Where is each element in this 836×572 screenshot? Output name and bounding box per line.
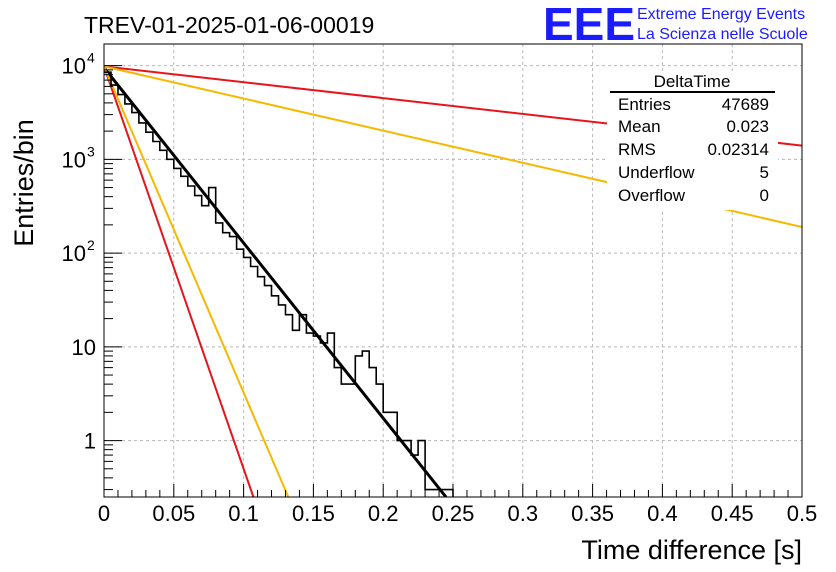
y-tick-exponent: 4 (87, 50, 95, 66)
y-tick-label: 10 (62, 54, 86, 79)
x-tick-label: 0.45 (711, 501, 754, 526)
fit-line-0 (104, 66, 448, 497)
y-axis-label: Entries/bin (9, 119, 39, 247)
stats-value-mean: 0.023 (726, 117, 769, 136)
grid (104, 44, 802, 497)
fit-line-1 (104, 66, 255, 497)
fit-line-2 (104, 66, 290, 497)
logo-mark: EEE (543, 0, 635, 50)
x-tick-label: 0.5 (787, 501, 818, 526)
logo: EEE Extreme Energy Events La Scienza nel… (543, 0, 808, 50)
x-tick-label: 0.25 (432, 501, 475, 526)
stats-box-title: DeltaTime (654, 72, 731, 91)
x-tick-label: 0 (98, 501, 110, 526)
x-tick-label: 0.4 (647, 501, 678, 526)
stats-box-background (607, 72, 778, 210)
logo-line-1: Extreme Energy Events (637, 6, 805, 23)
y-tick-label: 10 (62, 147, 86, 172)
logo-line-2: La Scienza nelle Scuole (637, 26, 808, 43)
x-tick-label: 0.35 (571, 501, 614, 526)
y-tick-exponent: 2 (87, 237, 95, 253)
y-tick-label: 10 (72, 335, 96, 360)
y-tick-exponent: 3 (87, 143, 95, 159)
x-tick-label: 0.05 (152, 501, 195, 526)
stats-label-rms: RMS (618, 140, 656, 159)
stats-value-underflow: 5 (760, 163, 769, 182)
plot-area (104, 65, 802, 497)
histogram-deltatime (104, 71, 454, 497)
stats-value-rms: 0.02314 (708, 140, 769, 159)
x-tick-label: 0.15 (292, 501, 335, 526)
stats-box: DeltaTime Entries 47689 Mean 0.023 RMS 0… (607, 72, 778, 210)
stats-value-entries: 47689 (722, 95, 769, 114)
stats-label-overflow: Overflow (618, 186, 686, 205)
y-tick-label: 1 (84, 429, 96, 454)
stats-value-overflow: 0 (760, 186, 769, 205)
stats-label-mean: Mean (618, 117, 661, 136)
x-tick-label: 0.1 (228, 501, 259, 526)
x-axis-label: Time difference [s] (581, 535, 802, 565)
stats-label-entries: Entries (618, 95, 671, 114)
chart-title: TREV-01-2025-01-06-00019 (84, 12, 374, 38)
stats-label-underflow: Underflow (618, 163, 695, 182)
x-tick-label: 0.2 (368, 501, 399, 526)
y-tick-label: 10 (62, 241, 86, 266)
x-axis: 0 0.05 0.1 0.15 0.2 0.25 0.3 0.35 0.4 0.45 0.5 (98, 484, 817, 526)
x-tick-label: 0.3 (508, 501, 539, 526)
